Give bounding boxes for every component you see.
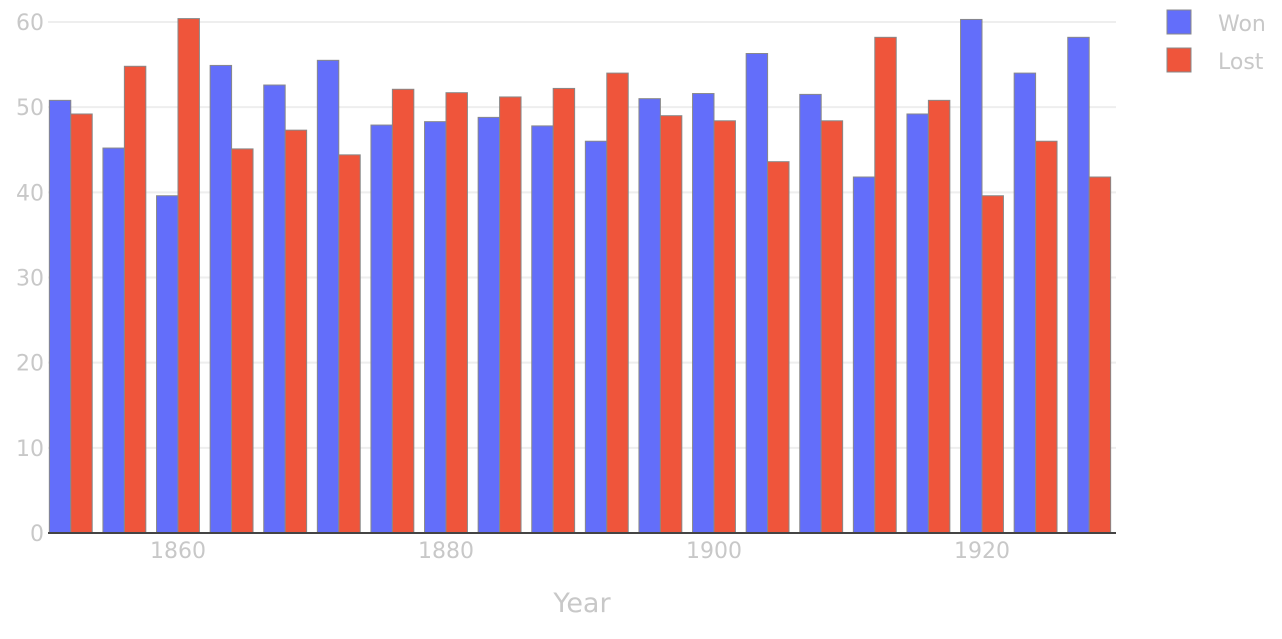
- bar-lost-1900: [713, 120, 736, 534]
- y-tick-label: 30: [16, 267, 44, 292]
- bar-won-1896: [638, 98, 661, 534]
- bar-won-1916: [906, 113, 929, 534]
- bar-won-1856: [102, 147, 125, 534]
- bar-lost-1896: [659, 115, 683, 534]
- x-tick-label: 1900: [686, 539, 742, 564]
- bar-won-1868: [263, 84, 286, 534]
- bar-lost-1924: [1035, 140, 1058, 534]
- bar-won-1888: [531, 125, 554, 534]
- legend[interactable]: Won Lost: [1166, 9, 1266, 75]
- bar-won-1852: [48, 99, 72, 534]
- y-tick-label: 40: [16, 181, 44, 206]
- bar-won-1928: [1067, 36, 1090, 534]
- bar-lost-1856: [123, 65, 147, 534]
- bar-lost-1904: [767, 161, 790, 534]
- x-axis-ticks: 1860 1880 1900 1920: [150, 539, 1010, 564]
- bar-lost-1860: [177, 18, 200, 534]
- y-tick-label: 50: [16, 96, 44, 121]
- legend-swatch-won[interactable]: [1166, 9, 1192, 35]
- gridlines: [48, 21, 1116, 449]
- x-tick-label: 1860: [150, 539, 206, 564]
- bar-lost-1880: [445, 92, 468, 534]
- bar-won-1924: [1013, 72, 1037, 534]
- y-axis-ticks: 0 10 20 30 40 50 60: [16, 11, 44, 547]
- bar-won-1900: [692, 93, 715, 534]
- bar-lost-1928: [1088, 176, 1112, 534]
- bar-won-1876: [370, 124, 393, 534]
- x-tick-label: 1880: [418, 539, 474, 564]
- x-axis-title: Year: [552, 588, 611, 619]
- bar-won-1860: [156, 195, 179, 534]
- bar-won-1908: [799, 93, 822, 534]
- bar-won-1892: [584, 140, 608, 534]
- bar-lost-1908: [820, 120, 844, 534]
- bar-won-1872: [316, 59, 340, 534]
- y-tick-label: 10: [16, 437, 44, 462]
- y-tick-label: 0: [30, 522, 44, 547]
- bar-lost-1916: [927, 99, 951, 534]
- legend-label-lost[interactable]: Lost: [1218, 50, 1264, 75]
- bar-lost-1912: [874, 36, 897, 534]
- bar-won-1920: [960, 18, 983, 534]
- bar-lost-1852: [70, 113, 93, 534]
- bar-won-1880: [424, 121, 447, 534]
- bar-lost-1868: [284, 129, 308, 534]
- bar-won-1884: [477, 116, 501, 534]
- bar-lost-1920: [981, 195, 1004, 534]
- legend-swatch-lost[interactable]: [1166, 47, 1192, 73]
- legend-label-won[interactable]: Won: [1218, 12, 1266, 37]
- bars: [48, 18, 1112, 534]
- bar-lost-1892: [606, 72, 629, 534]
- bar-won-1864: [209, 64, 233, 534]
- bar-lost-1888: [552, 87, 576, 534]
- bar-lost-1864: [231, 148, 254, 534]
- x-tick-label: 1920: [954, 539, 1010, 564]
- bar-lost-1884: [499, 96, 522, 534]
- y-tick-label: 60: [16, 11, 44, 36]
- bar-won-1912: [852, 176, 876, 534]
- bar-lost-1872: [338, 154, 361, 534]
- bar-lost-1876: [391, 88, 415, 534]
- y-tick-label: 20: [16, 352, 44, 377]
- bar-won-1904: [745, 53, 769, 534]
